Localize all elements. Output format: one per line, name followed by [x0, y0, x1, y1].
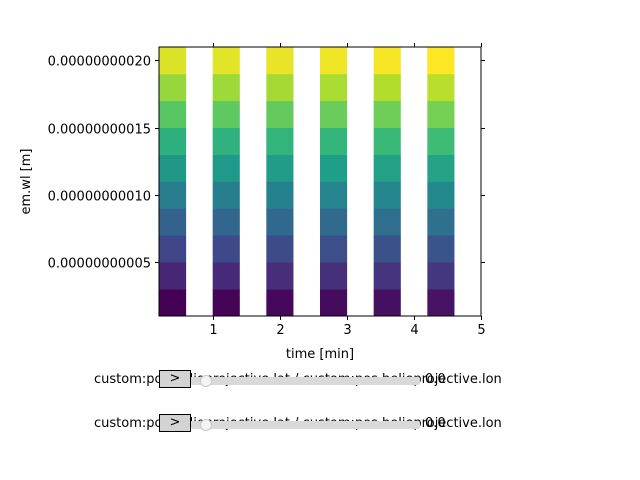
heatmap-cell [373, 73, 401, 102]
heatmap-cell [373, 235, 401, 263]
heatmap-cell [373, 208, 401, 236]
heatmap-cell [320, 235, 348, 263]
y-tick-label: 0.00000000020 [48, 55, 151, 70]
heatmap-cells [159, 47, 455, 317]
x-tick-label: 5 [477, 323, 485, 338]
heatmap-cell [320, 73, 348, 102]
heatmap-cell [159, 208, 187, 236]
heatmap-cell [320, 100, 348, 128]
heatmap-cell [212, 235, 240, 263]
heatmap-cell [320, 154, 348, 182]
heatmap-cell [159, 262, 187, 290]
heatmap-cell [427, 73, 455, 102]
heatmap-cell [320, 181, 348, 209]
heatmap-cell [320, 262, 348, 290]
heatmap-cell [159, 127, 187, 155]
heatmap-cell [266, 154, 294, 182]
x-tick-label: 3 [343, 323, 351, 338]
y-tick-label: 0.00000000010 [48, 190, 151, 205]
heatmap-cell [212, 100, 240, 128]
heatmap-cell [427, 235, 455, 263]
heatmap-cell [266, 262, 294, 290]
heatmap-cell [320, 127, 348, 155]
heatmap-cell [427, 47, 455, 75]
slider-value: 0.0 [425, 416, 446, 431]
plot-frame [158, 46, 482, 317]
heatmap-cell [266, 208, 294, 236]
heatmap-cell [212, 208, 240, 236]
heatmap-cell [427, 127, 455, 155]
play-button[interactable]: > [159, 414, 191, 432]
axis-ticks: 1 2 3 4 5 0.00000000005 0.00000000010 0.0000000… [48, 43, 486, 338]
x-tick-label: 1 [209, 323, 217, 338]
play-button[interactable]: > [159, 370, 191, 388]
heatmap-cell [427, 100, 455, 128]
x-axis-label: time [min] [286, 347, 354, 362]
heatmap-cell [320, 208, 348, 236]
slider-track[interactable] [190, 377, 420, 385]
heatmap-cell [427, 181, 455, 209]
heatmap-cell [212, 47, 240, 75]
slider-row-2: custom:pos.helioprojective.lat / custom:… [0, 414, 640, 439]
x-tick-label: 2 [276, 323, 284, 338]
heatmap-cell [427, 208, 455, 236]
heatmap-cell [373, 154, 401, 182]
heatmap-cell [159, 181, 187, 209]
heatmap-cell [212, 262, 240, 290]
heatmap-cell [427, 289, 455, 317]
heatmap-cell [373, 47, 401, 75]
x-tick-label: 4 [410, 323, 418, 338]
slider-handle[interactable] [200, 375, 212, 387]
heatmap-cell [266, 289, 294, 317]
heatmap-cell [212, 73, 240, 102]
heatmap-cell [266, 181, 294, 209]
heatmap-cell [159, 289, 187, 317]
y-tick-label: 0.00000000015 [48, 123, 151, 138]
heatmap-cell [320, 289, 348, 317]
heatmap-cell [266, 47, 294, 75]
slider-track[interactable] [190, 421, 420, 429]
heatmap-cell [159, 154, 187, 182]
heatmap-cell [373, 262, 401, 290]
heatmap-cell [427, 154, 455, 182]
heatmap-cell [373, 289, 401, 317]
heatmap-cell [320, 47, 348, 75]
heatmap-cell [159, 47, 187, 75]
heatmap-cell [266, 127, 294, 155]
heatmap-cell [266, 235, 294, 263]
slider-handle[interactable] [200, 419, 212, 431]
slider-row-1: custom:pos.helioprojective.lat / custom:… [0, 370, 640, 395]
heatmap-cell [373, 127, 401, 155]
heatmap-cell [427, 262, 455, 290]
heatmap-cell [266, 100, 294, 128]
y-axis-label: em.wl [m] [19, 149, 34, 215]
heatmap-cell [373, 100, 401, 128]
heatmap-cell [159, 235, 187, 263]
slider-value: 0.0 [425, 372, 446, 387]
heatmap-cell [212, 289, 240, 317]
heatmap-cell [266, 73, 294, 102]
y-tick-label: 0.00000000005 [48, 257, 151, 272]
heatmap-cell [159, 100, 187, 128]
heatmap-cell [373, 181, 401, 209]
heatmap-cell [212, 127, 240, 155]
heatmap-cell [212, 181, 240, 209]
heatmap-cell [159, 73, 187, 102]
heatmap-cell [212, 154, 240, 182]
